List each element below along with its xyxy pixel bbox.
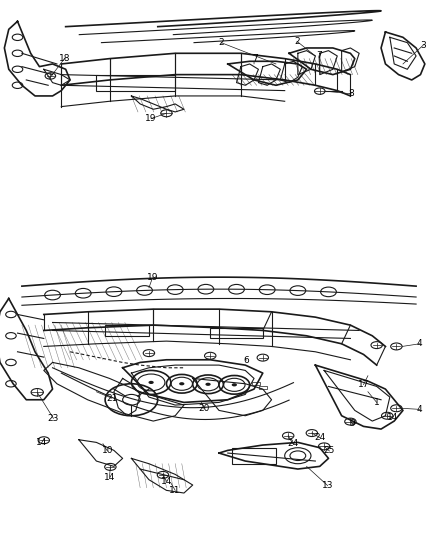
- Text: 4: 4: [417, 340, 422, 348]
- Text: 4: 4: [417, 405, 422, 414]
- Bar: [259, 386, 267, 389]
- Text: 18: 18: [59, 54, 71, 62]
- Text: 24: 24: [314, 433, 325, 442]
- Text: 14: 14: [104, 473, 115, 481]
- Text: 10: 10: [102, 447, 113, 455]
- Text: 21: 21: [106, 394, 117, 402]
- Text: 20: 20: [198, 405, 210, 413]
- Text: 9: 9: [349, 419, 355, 427]
- Text: 25: 25: [324, 447, 335, 455]
- Circle shape: [232, 383, 237, 386]
- Text: 3: 3: [420, 41, 426, 50]
- Text: 1: 1: [374, 398, 380, 407]
- Text: 6: 6: [243, 356, 249, 365]
- Text: 11: 11: [170, 486, 181, 495]
- Circle shape: [179, 382, 184, 385]
- Circle shape: [148, 381, 154, 384]
- Bar: [105, 325, 149, 336]
- Text: 13: 13: [322, 481, 333, 490]
- Bar: [210, 328, 263, 338]
- Text: 7: 7: [316, 52, 322, 60]
- Bar: [232, 448, 276, 464]
- Text: 7: 7: [252, 54, 258, 63]
- Text: 2: 2: [219, 38, 224, 47]
- Text: 8: 8: [348, 90, 354, 98]
- Text: 24: 24: [287, 439, 298, 448]
- Text: 19: 19: [145, 114, 157, 123]
- Circle shape: [205, 383, 211, 386]
- Bar: [252, 382, 260, 385]
- Text: 14: 14: [161, 477, 172, 486]
- Text: 19: 19: [147, 273, 158, 282]
- Text: 17: 17: [358, 380, 369, 389]
- Text: 2: 2: [294, 37, 300, 46]
- Text: 14: 14: [387, 414, 398, 422]
- Text: 14: 14: [36, 439, 47, 447]
- Text: 23: 23: [48, 414, 59, 423]
